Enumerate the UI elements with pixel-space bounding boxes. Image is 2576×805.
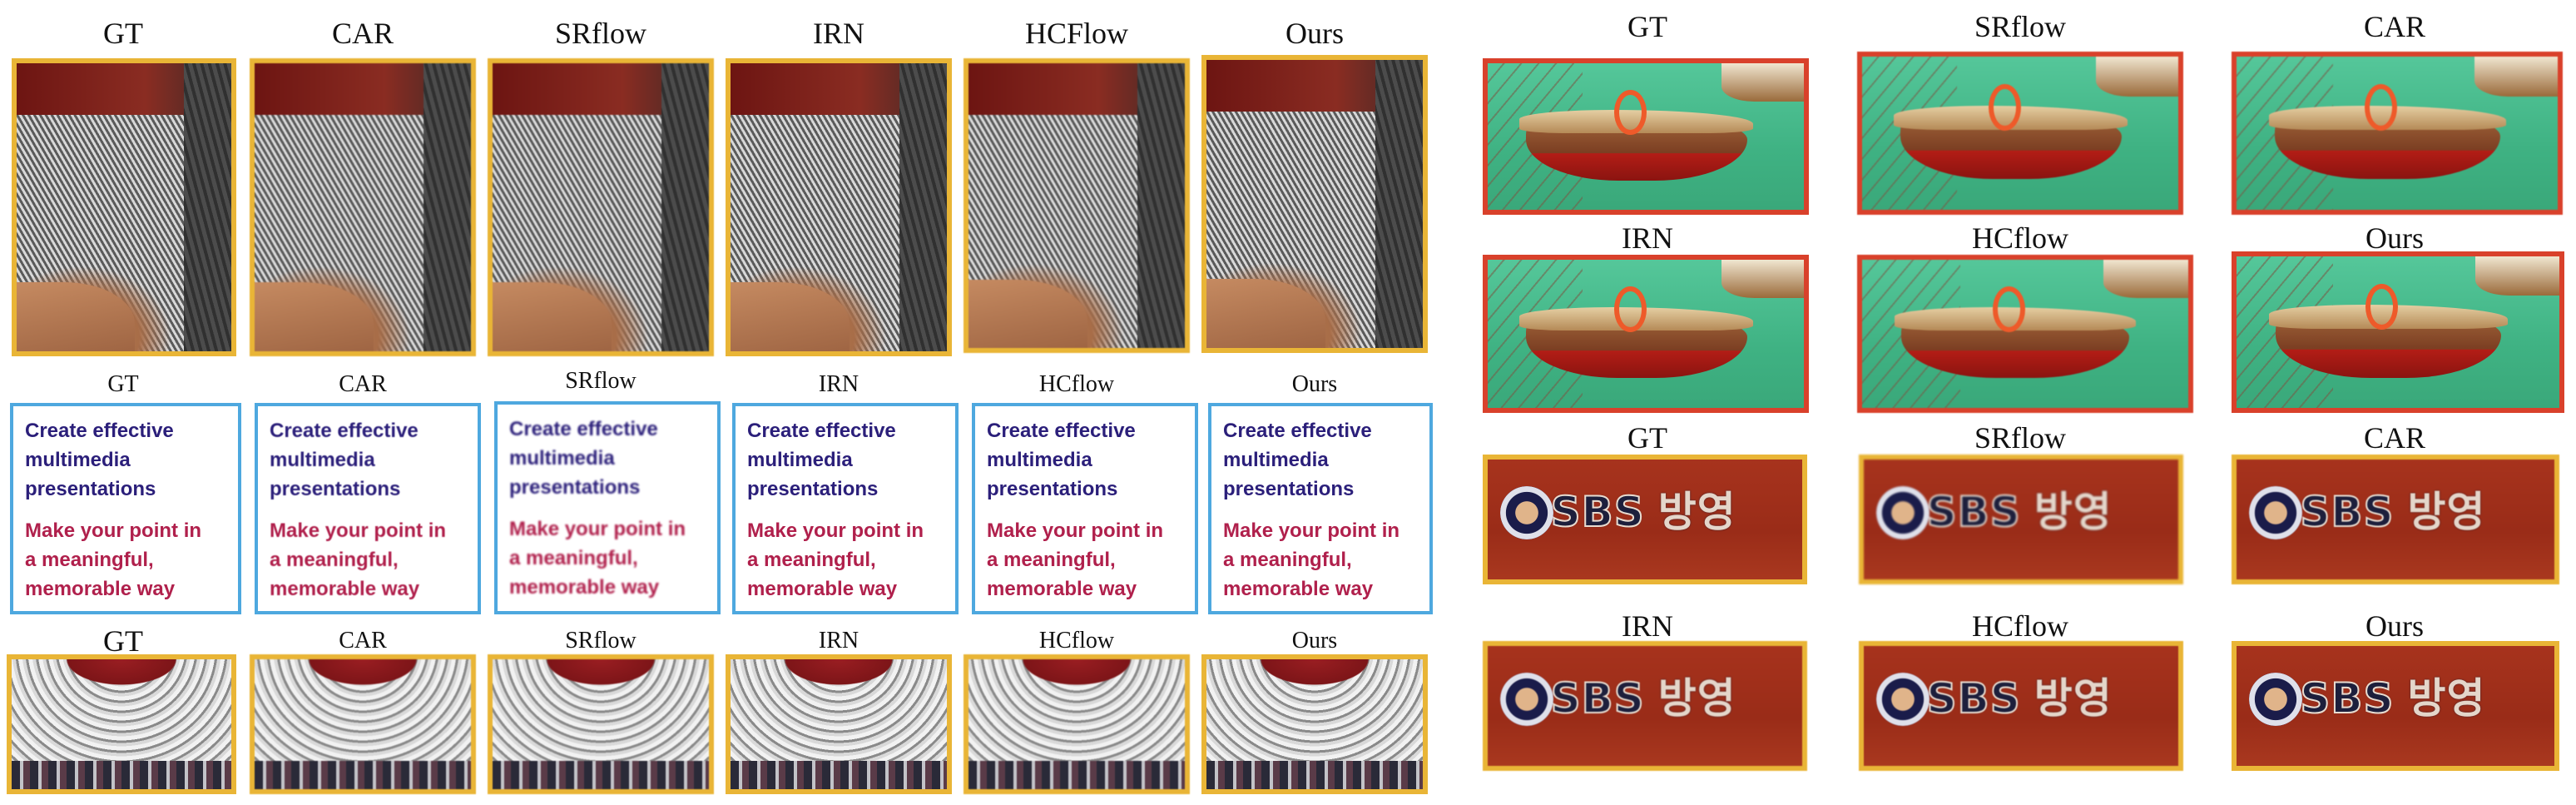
sbs-logo-icon xyxy=(2249,485,2303,539)
text-block-red: Make your point in a meaningful, memorab… xyxy=(270,519,447,600)
label-hcflow: HCflow xyxy=(1038,628,1115,653)
label-car: CAR xyxy=(2363,10,2426,43)
label-irn: IRN xyxy=(818,628,859,653)
label-car: CAR xyxy=(2363,421,2426,455)
text-block-blue: Create effective multimedia presentation… xyxy=(509,418,658,499)
sleeve-patch-ours xyxy=(1201,55,1428,353)
text-block-red: Make your point in a meaningful, memorab… xyxy=(747,519,924,600)
sleeve-patch-irn xyxy=(726,58,952,356)
text-block-blue: Create effective multimedia presentation… xyxy=(1223,420,1372,500)
label-hcflow: HCflow xyxy=(1972,609,2068,643)
sbs-patch-gt: SBS 방영 xyxy=(1483,455,1807,584)
boat-patch-car xyxy=(2232,52,2563,215)
ornament-patch-srflow xyxy=(488,654,714,794)
label-car: CAR xyxy=(339,371,387,397)
label-gt: GT xyxy=(1627,10,1667,43)
sbs-patch-hcflow: SBS 방영 xyxy=(1859,641,2183,771)
label-gt: GT xyxy=(107,371,139,397)
boat-patch-ours xyxy=(2232,251,2564,413)
label-hcflow: HCFlow xyxy=(1024,17,1129,50)
sbs-logo-icon xyxy=(2249,672,2303,726)
label-ours: Ours xyxy=(1291,371,1338,397)
text-block-red: Make your point in a meaningful, memorab… xyxy=(509,518,686,599)
label-car: CAR xyxy=(339,628,387,653)
sbs-patch-ours: SBS 방영 xyxy=(2232,641,2559,771)
text-block-blue: Create effective multimedia presentation… xyxy=(25,420,174,500)
boat-patch-srflow xyxy=(1857,52,2183,215)
sbs-logo-icon xyxy=(1500,672,1554,726)
text-patch-car: Create effective multimedia presentation… xyxy=(255,403,481,614)
label-hcflow: HCflow xyxy=(1972,221,2068,255)
label-srflow: SRflow xyxy=(1974,10,2067,43)
label-srflow: SRflow xyxy=(565,368,637,394)
text-block-blue: Create effective multimedia presentation… xyxy=(747,420,896,500)
label-srflow: SRflow xyxy=(554,17,647,50)
text-patch-srflow: Create effective multimedia presentation… xyxy=(494,401,721,614)
text-block-red: Make your point in a meaningful, memorab… xyxy=(987,519,1164,600)
label-ours: Ours xyxy=(2365,221,2424,255)
label-srflow: SRflow xyxy=(1974,421,2067,455)
sbs-logo-icon xyxy=(1876,672,1930,726)
label-ours: Ours xyxy=(1286,17,1344,50)
boat-patch-hcflow xyxy=(1857,255,2193,413)
label-srflow: SRflow xyxy=(565,628,637,653)
label-irn: IRN xyxy=(1622,221,1673,255)
label-car: CAR xyxy=(331,17,394,50)
text-patch-gt: Create effective multimedia presentation… xyxy=(10,403,241,614)
text-block-red: Make your point in a meaningful, memorab… xyxy=(25,519,202,600)
sleeve-patch-srflow xyxy=(488,58,714,356)
ornament-patch-ours xyxy=(1201,654,1428,794)
label-irn: IRN xyxy=(1622,609,1673,643)
label-ours: Ours xyxy=(2365,609,2424,643)
text-block-red: Make your point in a meaningful, memorab… xyxy=(1223,519,1400,600)
label-gt: GT xyxy=(103,17,143,50)
sbs-patch-irn: SBS 방영 xyxy=(1483,641,1807,771)
text-patch-irn: Create effective multimedia presentation… xyxy=(732,403,959,614)
text-block-blue: Create effective multimedia presentation… xyxy=(270,420,419,500)
ornament-patch-irn xyxy=(726,654,952,794)
label-ours: Ours xyxy=(1291,628,1338,653)
label-irn: IRN xyxy=(813,17,864,50)
boat-patch-gt xyxy=(1483,58,1809,215)
text-patch-ours: Create effective multimedia presentation… xyxy=(1208,403,1433,614)
ornament-patch-car xyxy=(250,654,476,794)
sleeve-patch-car xyxy=(250,58,476,356)
text-block-blue: Create effective multimedia presentation… xyxy=(987,420,1136,500)
sleeve-patch-hcflow xyxy=(964,58,1190,353)
sbs-logo-icon xyxy=(1876,485,1930,539)
label-irn: IRN xyxy=(818,371,859,397)
sbs-logo-icon xyxy=(1500,485,1554,539)
label-hcflow: HCflow xyxy=(1038,371,1115,397)
sleeve-patch-gt xyxy=(12,58,236,356)
sbs-patch-srflow: SBS 방영 xyxy=(1859,455,2183,584)
boat-patch-irn xyxy=(1483,255,1809,413)
text-patch-hcflow: Create effective multimedia presentation… xyxy=(972,403,1198,614)
sbs-patch-car: SBS 방영 xyxy=(2232,455,2559,584)
label-gt: GT xyxy=(1627,421,1667,455)
ornament-patch-hcflow xyxy=(964,654,1190,794)
ornament-patch-gt xyxy=(7,654,236,794)
label-gt: GT xyxy=(103,624,143,658)
